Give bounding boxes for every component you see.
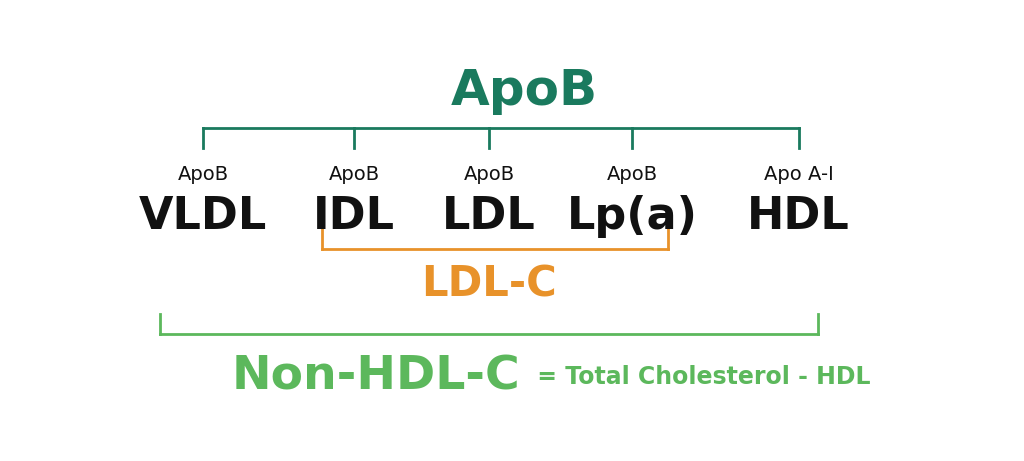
Text: Lp(a): Lp(a) bbox=[566, 195, 697, 238]
Text: ApoB: ApoB bbox=[464, 165, 515, 184]
Text: IDL: IDL bbox=[313, 195, 395, 238]
Text: LDL: LDL bbox=[442, 195, 536, 238]
Text: Apo A-I: Apo A-I bbox=[764, 165, 834, 184]
Text: HDL: HDL bbox=[748, 195, 850, 238]
Text: ApoB: ApoB bbox=[178, 165, 229, 184]
Text: = Total Cholesterol - HDL: = Total Cholesterol - HDL bbox=[528, 365, 870, 389]
Text: LDL-C: LDL-C bbox=[421, 263, 557, 305]
Text: ApoB: ApoB bbox=[606, 165, 657, 184]
Text: ApoB: ApoB bbox=[452, 67, 598, 115]
Text: VLDL: VLDL bbox=[139, 195, 267, 238]
Text: ApoB: ApoB bbox=[329, 165, 380, 184]
Text: Non-HDL-C: Non-HDL-C bbox=[231, 354, 520, 399]
